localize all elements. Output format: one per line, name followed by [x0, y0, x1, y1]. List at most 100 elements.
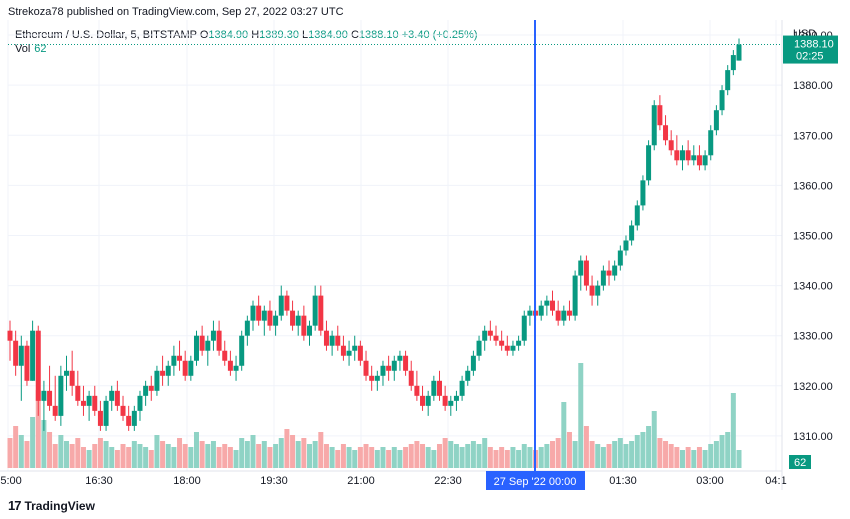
volume-bar — [465, 444, 471, 468]
candle-body — [126, 415, 132, 426]
candle-body — [499, 340, 505, 346]
candle-body — [301, 315, 307, 336]
volume-bar — [663, 441, 669, 468]
candle-body — [476, 340, 482, 356]
candle-body — [340, 345, 346, 356]
candle-body — [640, 180, 646, 206]
volume-bar — [566, 432, 572, 468]
volume-bar — [352, 450, 358, 468]
candle-body — [114, 390, 120, 406]
volume-bar — [329, 447, 335, 468]
candle-body — [154, 370, 160, 391]
volume-bar — [538, 447, 544, 468]
candle-body — [188, 360, 194, 376]
candle-body — [521, 315, 527, 341]
candle-body — [239, 335, 245, 366]
last-price-value: 1388.10 — [794, 39, 834, 51]
volume-bar — [244, 441, 250, 468]
candle-body — [244, 320, 250, 336]
candle-body — [555, 310, 561, 321]
tradingview-logo-icon: 17 — [8, 498, 22, 513]
volume-bar — [668, 444, 674, 468]
volume-bar — [69, 444, 75, 468]
candle-body — [165, 365, 171, 376]
candle-body — [725, 70, 731, 91]
y-tick-label: 1380.00 — [793, 80, 833, 92]
candle-body — [544, 300, 550, 306]
y-tick-label: 1340.00 — [793, 281, 833, 293]
candle-body — [374, 375, 380, 381]
volume-bar — [420, 444, 426, 468]
volume-bar — [527, 447, 533, 468]
volume-bar — [160, 441, 166, 468]
volume-bar — [227, 447, 233, 468]
volume-bar — [290, 435, 296, 468]
candle-body — [668, 140, 674, 151]
volume-bar — [47, 432, 53, 468]
x-tick-label: 19:30 — [260, 475, 288, 487]
candle-body — [623, 240, 629, 251]
candle-body — [493, 335, 499, 341]
volume-bar — [261, 441, 267, 468]
candle-body — [193, 335, 199, 361]
x-tick-label: 01:30 — [609, 475, 637, 487]
volume-bar — [103, 441, 109, 468]
volume-bar — [154, 435, 160, 468]
candle-body — [702, 155, 708, 166]
volume-bar — [374, 450, 380, 468]
candle-body — [369, 375, 375, 381]
candle-body — [30, 330, 36, 381]
volume-bar — [629, 441, 635, 468]
volume-bar — [403, 447, 409, 468]
volume-bar — [487, 447, 493, 468]
volume-bar — [634, 435, 640, 468]
volume-bar — [713, 441, 719, 468]
volume-bar — [92, 444, 98, 468]
volume-bar — [24, 441, 30, 468]
volume-badge-value: 62 — [794, 457, 806, 469]
y-tick-label: 1350.00 — [793, 230, 833, 242]
candle-body — [634, 205, 640, 226]
candle-body — [318, 295, 324, 331]
candle-body — [386, 365, 392, 371]
candle-body — [131, 410, 137, 426]
volume-bar — [482, 438, 488, 468]
volume-bar — [453, 444, 459, 468]
candle-body — [516, 340, 522, 346]
volume-bar — [301, 438, 307, 468]
volume-bar — [459, 447, 465, 468]
candle-body — [92, 395, 98, 411]
tradingview-logo[interactable]: 17 TradingView — [8, 498, 95, 513]
y-tick-label: 1310.00 — [793, 431, 833, 443]
volume-bar — [52, 444, 58, 468]
volume-bar — [58, 435, 64, 468]
candle-body — [736, 44, 742, 61]
candle-body — [97, 410, 103, 426]
volume-bar — [335, 450, 341, 468]
candle-body — [205, 340, 211, 351]
volume-bar — [702, 450, 708, 468]
candle-body — [273, 315, 279, 326]
candle-body — [222, 350, 228, 361]
volume-bar — [369, 447, 375, 468]
volume-bar — [323, 444, 329, 468]
candle-body — [425, 395, 431, 406]
candle-body — [595, 285, 601, 296]
volume-bar — [397, 450, 403, 468]
volume-bar — [363, 444, 369, 468]
candle-body — [307, 325, 313, 336]
candle-body — [137, 395, 143, 411]
x-tick-label: 15:00 — [0, 475, 22, 487]
volume-value: 62 — [34, 43, 47, 55]
candle-body — [600, 270, 606, 286]
candle-body — [504, 345, 510, 351]
candle-body — [295, 315, 301, 326]
volume-bar — [431, 450, 437, 468]
candle-body — [646, 145, 652, 181]
volume-bar — [80, 447, 86, 468]
volume-bar — [114, 450, 120, 468]
volume-bar — [64, 441, 70, 468]
candle-body — [18, 345, 24, 366]
candle-body — [284, 295, 290, 311]
